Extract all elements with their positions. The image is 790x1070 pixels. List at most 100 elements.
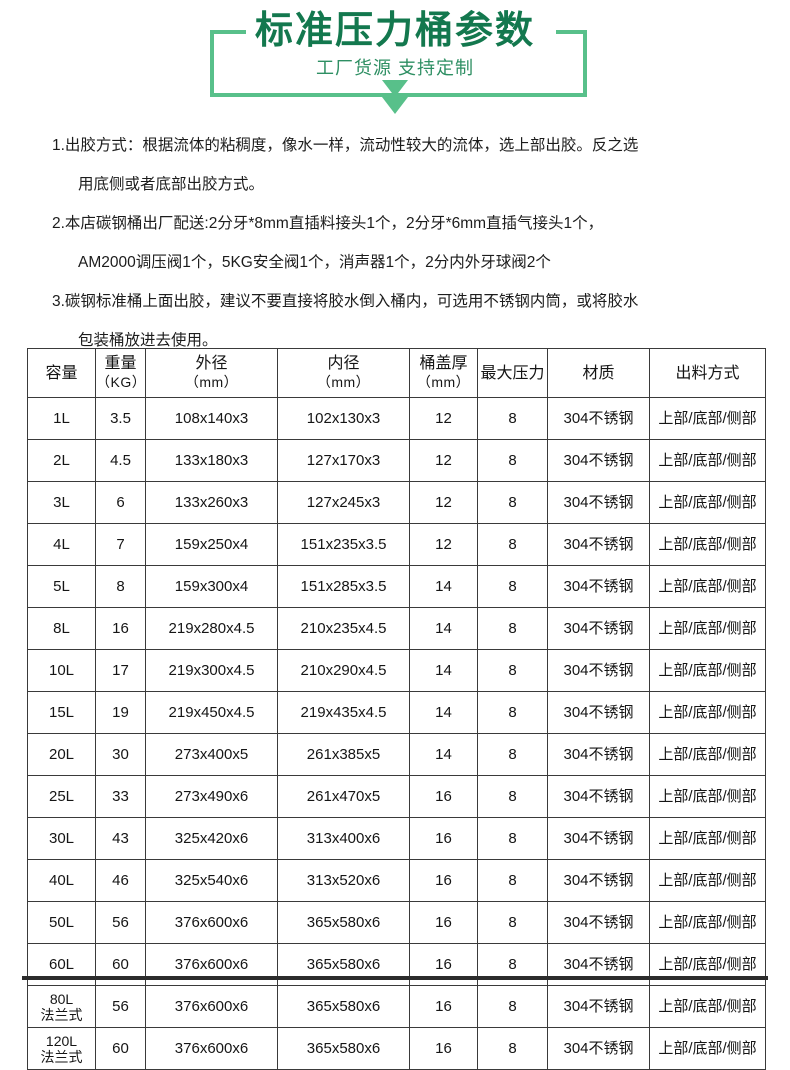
table-row: 120L 法兰式 60 376x600x6 365x580x6 16 8 304不锈钢 上部/底…	[27, 1027, 766, 1070]
header-main: 容量	[45, 364, 78, 382]
cell-outlet: 上部/底部/侧部	[649, 859, 766, 902]
note-line: 2.本店碳钢桶出厂配送:2分牙*8mm直插料接头1个，2分牙*6mm直插气接头1…	[52, 215, 604, 232]
table-body: 1L 3.5 108x140x3 102x130x3 12 8 304不锈钢 上部/底部/侧部…	[27, 397, 766, 1070]
cell-lid-thickness: 16	[409, 775, 478, 818]
cell-material: 304不锈钢	[547, 481, 650, 524]
cell-capacity: 8L	[27, 607, 96, 650]
column-header-lid-thickness: 桶盖厚 （mm）	[409, 348, 478, 398]
cell-capacity: 120L 法兰式	[27, 1027, 96, 1070]
cell-lid-thickness: 16	[409, 901, 478, 944]
cell-lid-thickness: 12	[409, 439, 478, 482]
cell-capacity: 1L	[27, 397, 96, 440]
table-row: 3L 6 133x260x3 127x245x3 12 8 304不锈钢 上部/底部/侧部	[27, 481, 766, 524]
cell-outlet: 上部/底部/侧部	[649, 901, 766, 944]
cell-outer-diameter: 376x600x6	[145, 985, 278, 1028]
cell-material: 304不锈钢	[547, 565, 650, 608]
cell-outer-diameter: 273x490x6	[145, 775, 278, 818]
table-row: 10L 17 219x300x4.5 210x290x4.5 14 8 304不锈钢 上部/底…	[27, 649, 766, 692]
cell-weight: 56	[95, 985, 146, 1028]
cell-material: 304不锈钢	[547, 607, 650, 650]
cell-inner-diameter: 365x580x6	[277, 901, 410, 944]
capacity-variant: 法兰式	[40, 1048, 83, 1065]
cell-inner-diameter: 261x470x5	[277, 775, 410, 818]
cell-lid-thickness: 14	[409, 649, 478, 692]
cell-outer-diameter: 159x250x4	[145, 523, 278, 566]
cell-outlet: 上部/底部/侧部	[649, 439, 766, 482]
cell-inner-diameter: 219x435x4.5	[277, 691, 410, 734]
cell-material: 304不锈钢	[547, 439, 650, 482]
cell-max-pressure: 8	[477, 859, 548, 902]
cell-capacity: 4L	[27, 523, 96, 566]
cell-max-pressure: 8	[477, 691, 548, 734]
cell-capacity: 40L	[27, 859, 96, 902]
cell-capacity: 50L	[27, 901, 96, 944]
cell-lid-thickness: 14	[409, 607, 478, 650]
cell-outer-diameter: 376x600x6	[145, 901, 278, 944]
cell-inner-diameter: 313x520x6	[277, 859, 410, 902]
cell-outer-diameter: 133x260x3	[145, 481, 278, 524]
cell-material: 304不锈钢	[547, 859, 650, 902]
table-header-row: 容量 重量 （KG） 外径 （mm） 内径 （mm） 桶盖厚 （mm）	[27, 348, 766, 398]
banner-frame-title-gap	[246, 22, 556, 44]
table-row: 25L 33 273x490x6 261x470x5 16 8 304不锈钢 上部/底部/侧部	[27, 775, 766, 818]
cell-max-pressure: 8	[477, 523, 548, 566]
cell-weight: 3.5	[95, 397, 146, 440]
note-line: 3.碳钢标准桶上面出胶，建议不要直接将胶水倒入桶内，可选用不锈钢内筒，或将胶水	[52, 293, 639, 310]
cell-outer-diameter: 219x300x4.5	[145, 649, 278, 692]
cell-material: 304不锈钢	[547, 901, 650, 944]
table-row: 1L 3.5 108x140x3 102x130x3 12 8 304不锈钢 上部/底部/侧部	[27, 397, 766, 440]
cell-outer-diameter: 376x600x6	[145, 1027, 278, 1070]
cell-max-pressure: 8	[477, 397, 548, 440]
spec-table-container: 容量 重量 （KG） 外径 （mm） 内径 （mm） 桶盖厚 （mm）	[27, 348, 766, 1070]
cell-weight: 17	[95, 649, 146, 692]
table-row: 8L 16 219x280x4.5 210x235x4.5 14 8 304不锈钢 上部/底部…	[27, 607, 766, 650]
cell-outer-diameter: 273x400x5	[145, 733, 278, 776]
cell-outer-diameter: 108x140x3	[145, 397, 278, 440]
column-header-weight: 重量 （KG）	[95, 348, 147, 398]
cell-max-pressure: 8	[477, 775, 548, 818]
cell-weight: 46	[95, 859, 146, 902]
column-header-capacity: 容量	[27, 348, 96, 398]
cell-inner-diameter: 127x170x3	[277, 439, 410, 482]
cell-outer-diameter: 325x420x6	[145, 817, 278, 860]
cell-lid-thickness: 16	[409, 859, 478, 902]
cell-max-pressure: 8	[477, 607, 548, 650]
cell-outlet: 上部/底部/侧部	[649, 649, 766, 692]
cell-material: 304不锈钢	[547, 691, 650, 734]
note-line: 用底侧或者底部出胶方式。	[78, 176, 265, 193]
cell-lid-thickness: 16	[409, 1027, 478, 1070]
column-header-max-pressure: 最大压力	[477, 348, 548, 398]
header-sub: （KG）	[96, 374, 147, 390]
note-line: AM2000调压阀1个，5KG安全阀1个，消声器1个，2分内外牙球阀2个	[78, 254, 551, 271]
header-main: 内径	[327, 355, 360, 372]
cell-inner-diameter: 210x290x4.5	[277, 649, 410, 692]
column-header-outer-diameter: 外径 （mm）	[145, 348, 278, 398]
page-title: 标准压力桶参数	[254, 10, 535, 52]
cell-max-pressure: 8	[477, 481, 548, 524]
table-row: 15L 19 219x450x4.5 219x435x4.5 14 8 304不锈钢 上部/底…	[27, 691, 766, 734]
cell-weight: 60	[95, 1027, 146, 1070]
cell-outlet: 上部/底部/侧部	[649, 397, 766, 440]
cell-outer-diameter: 133x180x3	[145, 439, 278, 482]
cell-capacity: 5L	[27, 565, 96, 608]
cell-outlet: 上部/底部/侧部	[649, 817, 766, 860]
cell-max-pressure: 8	[477, 817, 548, 860]
capacity-value: 80L	[49, 990, 74, 1007]
cell-capacity: 20L	[27, 733, 96, 776]
cell-outer-diameter: 159x300x4	[145, 565, 278, 608]
header-sub: （mm）	[184, 374, 239, 390]
cell-inner-diameter: 210x235x4.5	[277, 607, 410, 650]
cell-lid-thickness: 14	[409, 733, 478, 776]
cell-inner-diameter: 365x580x6	[277, 1027, 410, 1070]
spec-table: 容量 重量 （KG） 外径 （mm） 内径 （mm） 桶盖厚 （mm）	[27, 348, 766, 1070]
cell-outlet: 上部/底部/侧部	[649, 607, 766, 650]
table-row: 4L 7 159x250x4 151x235x3.5 12 8 304不锈钢 上部/底部/侧部	[27, 523, 766, 566]
cell-capacity: 10L	[27, 649, 96, 692]
cell-max-pressure: 8	[477, 649, 548, 692]
cell-material: 304不锈钢	[547, 1027, 650, 1070]
header-main: 外径	[195, 355, 228, 372]
cell-weight: 33	[95, 775, 146, 818]
cell-outer-diameter: 325x540x6	[145, 859, 278, 902]
cell-inner-diameter: 261x385x5	[277, 733, 410, 776]
cell-material: 304不锈钢	[547, 649, 650, 692]
